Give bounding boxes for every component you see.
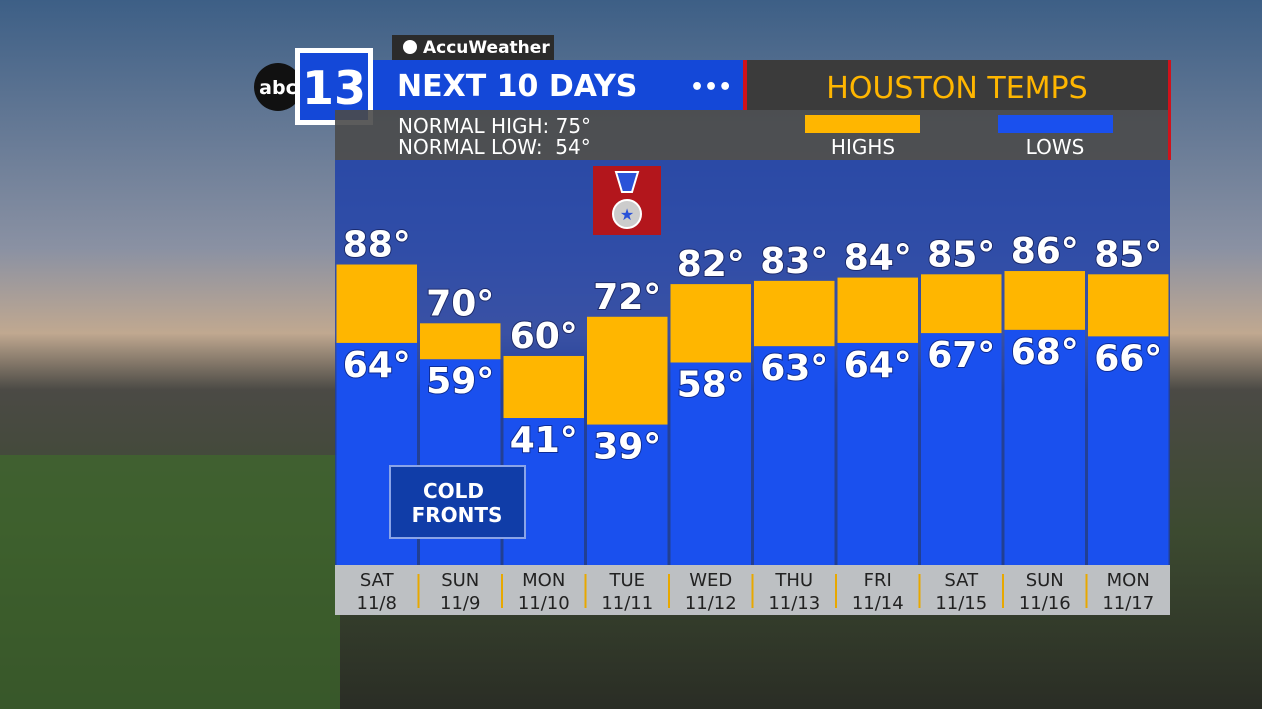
low-label: 39°: [593, 427, 661, 468]
x-tick-label: TUE: [608, 570, 645, 591]
subtitle: HOUSTON TEMPS: [826, 71, 1087, 106]
x-tick-label: SUN: [1026, 570, 1064, 591]
high-bar: [837, 277, 918, 343]
ground: [0, 455, 340, 709]
x-tick-date: 11/9: [440, 593, 480, 614]
high-bar: [587, 316, 668, 425]
x-tick-label: MON: [522, 570, 565, 591]
low-bar: [921, 333, 1002, 565]
high-bar: [921, 274, 1002, 334]
low-label: 64°: [343, 345, 411, 386]
high-label: 72°: [593, 277, 661, 318]
high-label: 85°: [927, 234, 995, 275]
annotation-box: [389, 465, 526, 539]
title: NEXT 10 DAYS: [397, 69, 637, 104]
title-bar: [373, 60, 745, 110]
high-label: 70°: [426, 283, 494, 324]
low-bar: [670, 362, 751, 565]
low-bar: [754, 346, 835, 565]
x-tick-date: 11/10: [518, 593, 570, 614]
x-tick-label: SAT: [944, 570, 979, 591]
provider: AccuWeather: [423, 38, 550, 58]
sun-icon: [403, 40, 417, 54]
x-tick-date: 11/14: [852, 593, 904, 614]
high-label: 60°: [510, 316, 578, 357]
x-tick-date: 11/12: [685, 593, 737, 614]
high-label: 88°: [343, 225, 411, 266]
x-tick-label: FRI: [864, 570, 892, 591]
x-tick-date: 11/11: [601, 593, 653, 614]
x-tick-label: THU: [774, 570, 813, 591]
legend-label: HIGHS: [831, 135, 895, 159]
low-bar: [1088, 336, 1169, 565]
high-label: 86°: [1011, 231, 1079, 272]
normal-low: NORMAL LOW: 54°: [398, 135, 591, 159]
high-bar: [503, 355, 584, 419]
high-bar: [670, 284, 751, 363]
network: abc: [259, 77, 297, 99]
high-label: 84°: [844, 238, 912, 279]
legend-label: LOWS: [1026, 135, 1085, 159]
x-tick-date: 11/8: [357, 593, 397, 614]
x-tick-date: 11/15: [935, 593, 987, 614]
low-label: 66°: [1094, 338, 1162, 379]
x-tick-date: 11/13: [768, 593, 820, 614]
high-bar: [336, 264, 417, 343]
high-bar: [1004, 271, 1085, 330]
low-label: 59°: [426, 361, 494, 402]
x-tick-label: WED: [689, 570, 732, 591]
channel: 13: [302, 61, 366, 115]
x-tick-date: 11/16: [1019, 593, 1071, 614]
normal-high: NORMAL HIGH: 75°: [398, 114, 591, 138]
high-label: 85°: [1094, 234, 1162, 275]
divider: [1168, 60, 1171, 160]
low-label: 58°: [677, 365, 745, 406]
low-label: 64°: [844, 345, 912, 386]
low-label: 41°: [510, 420, 578, 461]
x-tick-date: 11/17: [1102, 593, 1154, 614]
medal-icon: ★: [593, 166, 661, 235]
high-bar: [420, 323, 501, 360]
provider-tab: [392, 35, 554, 61]
low-bar: [587, 424, 668, 565]
x-tick-label: SUN: [441, 570, 479, 591]
low-bar: [1004, 329, 1085, 565]
low-label: 63°: [760, 348, 828, 389]
channel-logo-inner: [300, 53, 368, 120]
x-tick-label: MON: [1107, 570, 1150, 591]
low-label: 68°: [1011, 332, 1079, 373]
network-logo: [254, 63, 302, 111]
x-tick-label: SAT: [360, 570, 395, 591]
high-label: 82°: [677, 244, 745, 285]
subtitle-bar: [745, 60, 1170, 110]
legend-swatch: [998, 115, 1113, 133]
plot: 88°64°SAT11/870°59°SUN11/960°41°MON11/10…: [336, 224, 1169, 614]
annotation: COLD FRONTS: [412, 479, 503, 527]
legend-swatch: [805, 115, 920, 133]
high-label: 83°: [760, 241, 828, 282]
low-bar: [837, 342, 918, 565]
high-bar: [1088, 274, 1169, 337]
low-label: 67°: [927, 335, 995, 376]
divider: [743, 60, 747, 110]
svg-text:★: ★: [620, 205, 634, 224]
dots: •••: [690, 75, 732, 100]
high-bar: [754, 280, 835, 347]
